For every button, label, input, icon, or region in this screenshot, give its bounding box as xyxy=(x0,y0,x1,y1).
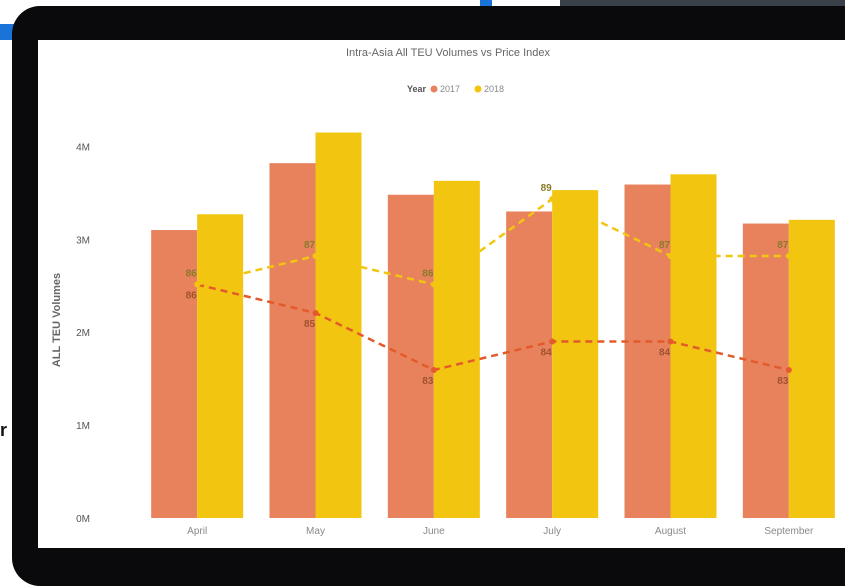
y-axis-ticks: 0M 1M 2M 3M 4M xyxy=(76,142,90,525)
x-axis-ticks: April May June July August September xyxy=(187,526,814,537)
legend-marker-2018 xyxy=(474,85,482,93)
bar-2017-july xyxy=(506,211,553,518)
x-tick-label: May xyxy=(306,526,325,537)
price-index-point-2018 xyxy=(785,253,792,259)
price-index-point-2018 xyxy=(312,253,319,259)
y-axis-label: ALL TEU Volumes xyxy=(51,273,63,367)
price-index-label-2018: 87 xyxy=(777,240,789,251)
x-tick-label: April xyxy=(187,526,207,537)
price-index-label-2017: 83 xyxy=(422,376,434,387)
price-index-label-2017: 86 xyxy=(186,291,198,302)
price-index-point-2017 xyxy=(667,338,674,345)
price-index-label-2017: 85 xyxy=(304,319,316,330)
bars xyxy=(151,132,835,519)
bar-2018-april xyxy=(197,214,244,518)
x-tick-label: June xyxy=(423,526,445,537)
bar-2017-april xyxy=(151,230,198,519)
x-tick-label: July xyxy=(543,526,561,537)
tablet-frame: Intra-Asia All TEU Volumes vs Price Inde… xyxy=(12,6,845,586)
price-index-point-2017 xyxy=(549,338,556,345)
price-index-label-2018: 87 xyxy=(659,240,671,251)
legend-marker-2017 xyxy=(430,85,438,93)
price-index-lines: 86 85 83 84 84 83 86 87 86 89 87 87 xyxy=(186,183,792,387)
price-index-label-2018: 86 xyxy=(422,269,434,280)
price-index-label-2017: 84 xyxy=(541,348,553,359)
y-tick-label: 2M xyxy=(76,328,90,339)
price-index-point-2017 xyxy=(312,310,319,316)
price-index-label-2017: 84 xyxy=(659,348,671,359)
y-tick-label: 3M xyxy=(76,235,90,246)
price-index-point-2018 xyxy=(549,196,556,202)
price-index-label-2018: 87 xyxy=(304,240,316,251)
x-tick-label: August xyxy=(655,526,686,537)
price-index-point-2018 xyxy=(667,253,674,259)
bar-2017-june xyxy=(387,194,434,518)
price-index-label-2017: 83 xyxy=(777,376,789,387)
price-index-point-2017 xyxy=(785,367,792,373)
y-tick-label: 4M xyxy=(76,142,90,153)
price-index-line-2017 xyxy=(196,283,790,372)
background-partial-text: r xyxy=(0,420,8,440)
bar-2018-june xyxy=(433,180,480,518)
y-tick-label: 0M xyxy=(76,514,90,525)
x-tick-label: September xyxy=(764,526,814,537)
legend: Year 2017 2018 xyxy=(407,84,504,94)
legend-entry-2017: 2017 xyxy=(440,84,460,94)
price-index-line-2018 xyxy=(196,197,789,286)
bar-2018-july xyxy=(552,190,599,518)
combo-chart: Intra-Asia All TEU Volumes vs Price Inde… xyxy=(51,47,835,537)
price-index-point-2018 xyxy=(194,281,201,288)
price-index-point-2017 xyxy=(430,367,437,373)
bar-2018-september xyxy=(788,219,835,518)
bar-2017-september xyxy=(742,223,789,518)
chart-screen: Intra-Asia All TEU Volumes vs Price Inde… xyxy=(38,40,845,548)
price-index-point-2018 xyxy=(430,281,437,288)
bar-2017-august xyxy=(624,184,671,519)
legend-title: Year xyxy=(407,84,427,94)
y-tick-label: 1M xyxy=(76,421,90,432)
price-index-label-2018: 86 xyxy=(186,269,198,280)
price-index-label-2018: 89 xyxy=(541,183,553,194)
chart-title: Intra-Asia All TEU Volumes vs Price Inde… xyxy=(346,47,550,59)
legend-entry-2018: 2018 xyxy=(484,84,504,94)
bar-2017-may xyxy=(269,163,316,519)
